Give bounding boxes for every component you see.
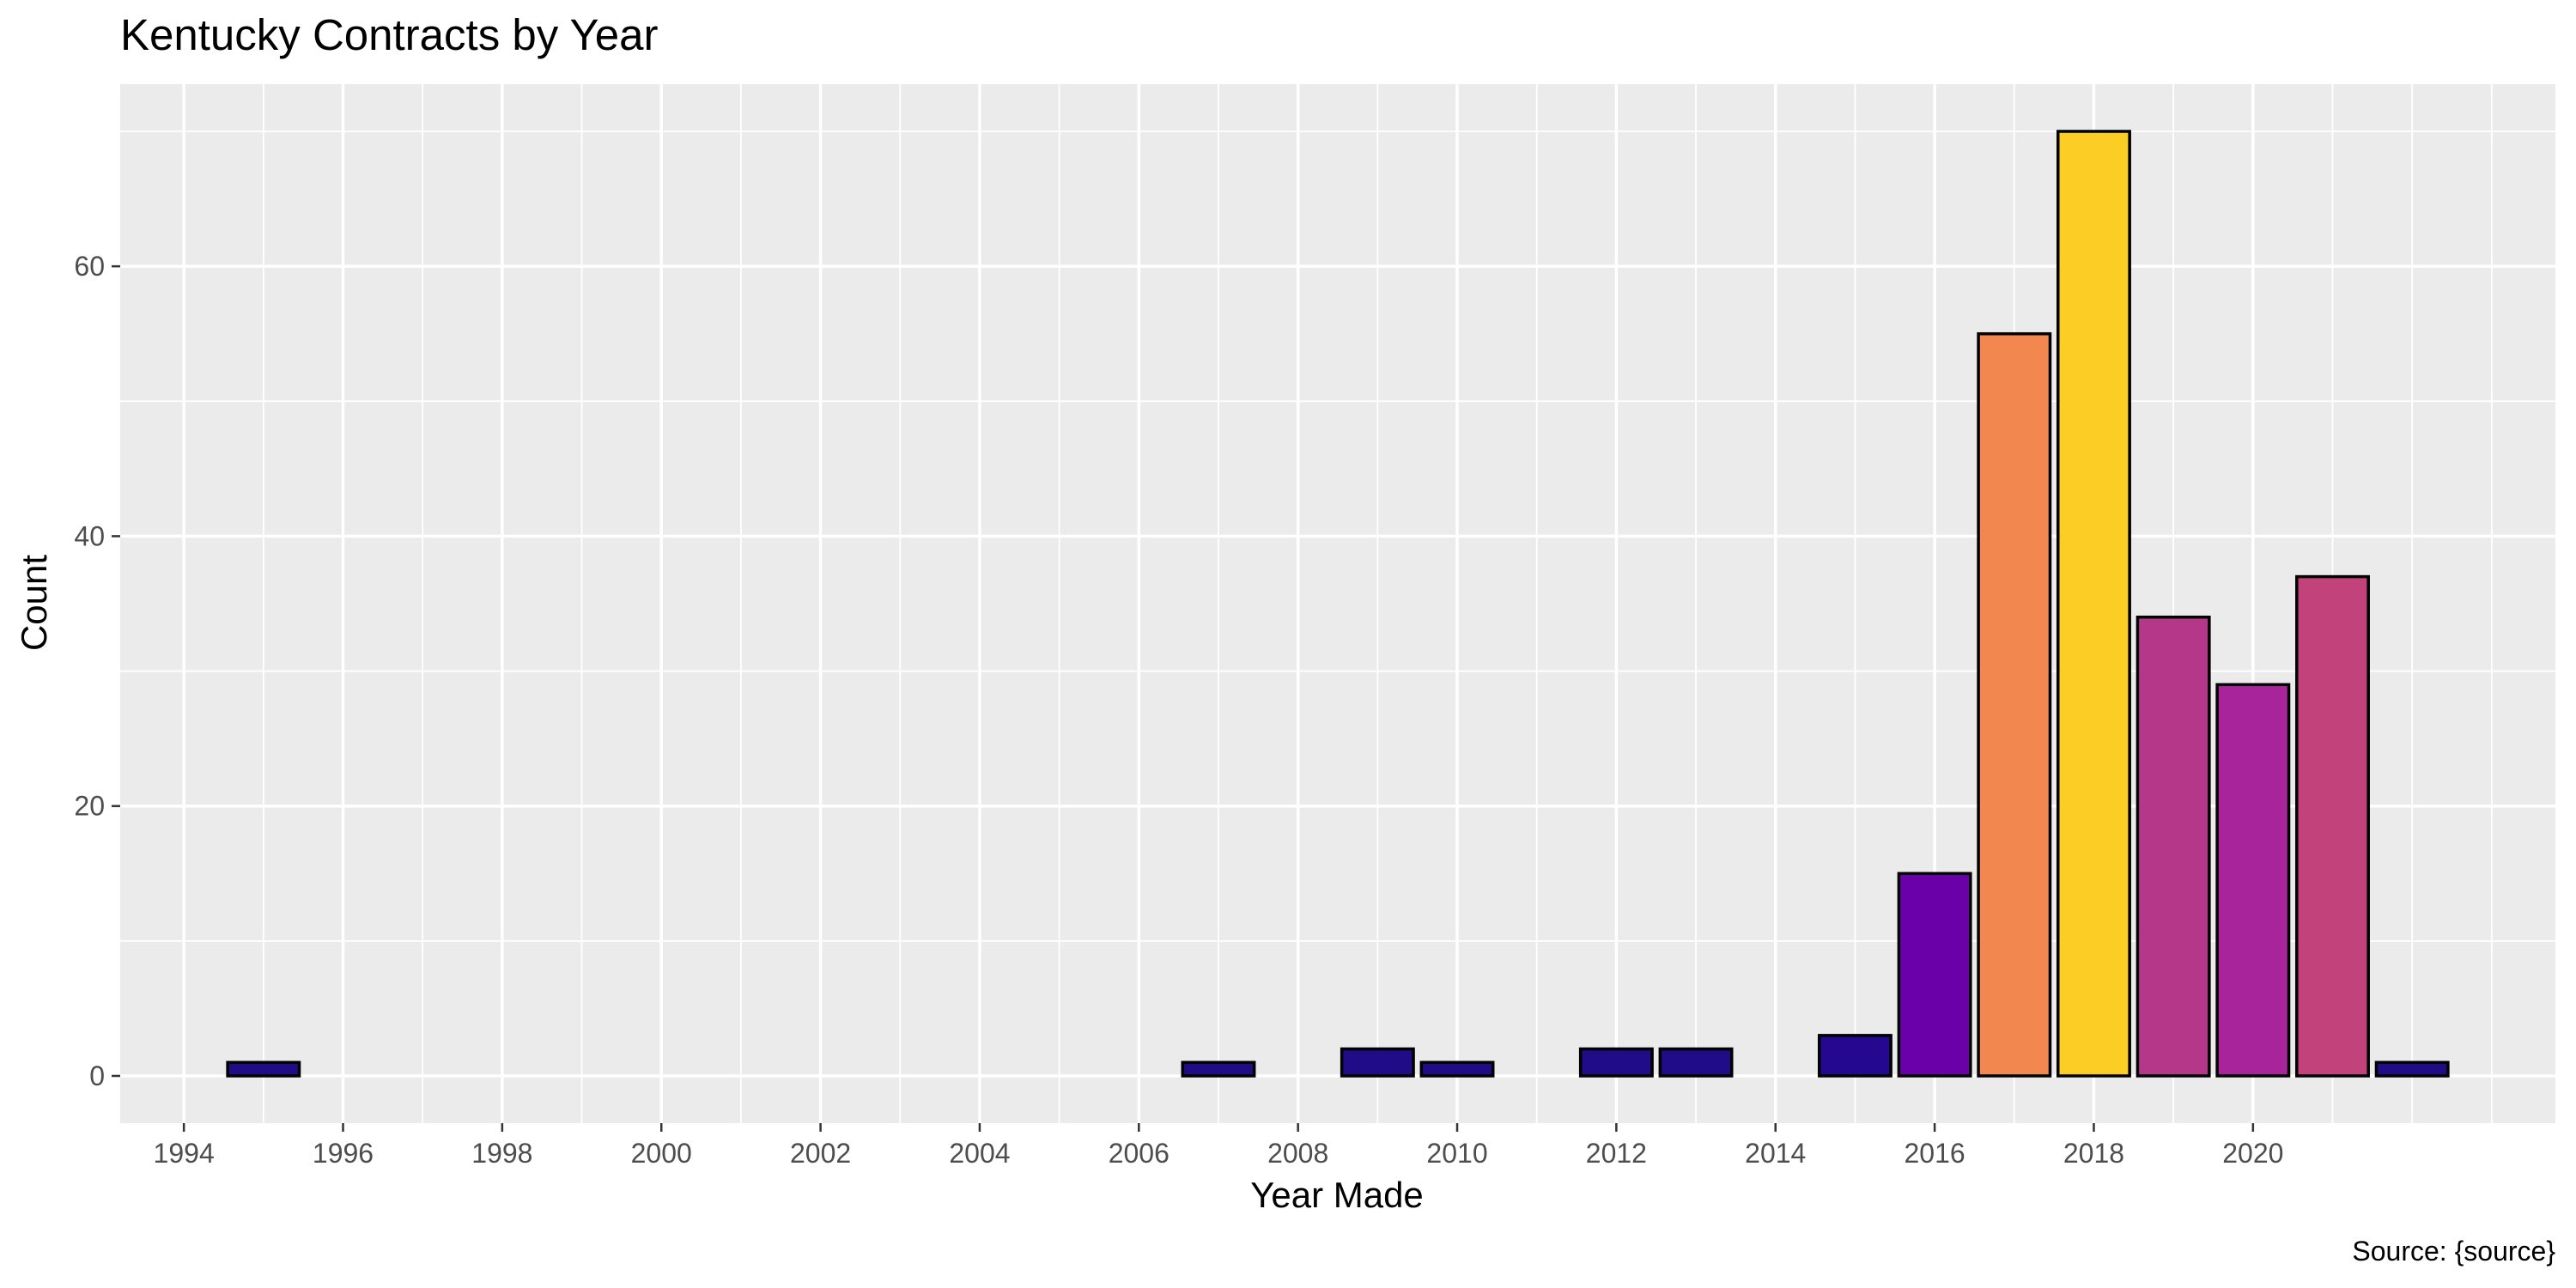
x-tick-label: 2004 xyxy=(949,1138,1010,1169)
x-axis-title: Year Made xyxy=(1250,1175,1424,1215)
bar-2009 xyxy=(1340,1047,1415,1078)
x-tick-label: 2006 xyxy=(1109,1138,1170,1169)
bar-2017 xyxy=(1977,331,2052,1078)
bar-2021 xyxy=(2295,574,2370,1078)
x-tick-label: 2018 xyxy=(2063,1138,2124,1169)
bars xyxy=(226,130,2450,1078)
chart-caption: Source: {source} xyxy=(2352,1236,2555,1267)
y-tick-label: 40 xyxy=(74,520,105,551)
x-tick-label: 2012 xyxy=(1586,1138,1647,1169)
bar-2013 xyxy=(1658,1047,1734,1078)
y-axis: 0 20 40 60 xyxy=(74,251,120,1091)
y-tick-label: 20 xyxy=(74,791,105,822)
x-tick-label: 2020 xyxy=(2222,1138,2283,1169)
x-tick-label: 1994 xyxy=(154,1138,215,1169)
x-tick-label: 2008 xyxy=(1267,1138,1328,1169)
x-tick-label: 2002 xyxy=(790,1138,851,1169)
y-axis-title: Count xyxy=(14,555,54,651)
bar-2012 xyxy=(1578,1047,1654,1078)
y-tick-label: 0 xyxy=(89,1060,105,1091)
bar-2015 xyxy=(1817,1034,1893,1078)
bar-2022 xyxy=(2374,1060,2450,1078)
x-tick-label: 2000 xyxy=(631,1138,692,1169)
x-tick-label: 2016 xyxy=(1905,1138,1965,1169)
bar-1995 xyxy=(226,1060,301,1078)
y-tick-label: 60 xyxy=(74,251,105,282)
bar-2019 xyxy=(2136,615,2211,1078)
x-tick-label: 1998 xyxy=(471,1138,532,1169)
chart-title: Kentucky Contracts by Year xyxy=(120,10,659,59)
bar-2007 xyxy=(1181,1060,1256,1078)
bar-2016 xyxy=(1897,872,1972,1078)
x-tick-label: 2014 xyxy=(1745,1138,1806,1169)
x-axis: 1994 1996 1998 2000 2002 2004 2006 2008 2010 2012… xyxy=(154,1123,2283,1169)
minor-gridlines xyxy=(120,84,2555,1123)
bar-2018 xyxy=(2057,130,2131,1078)
x-tick-label: 2010 xyxy=(1426,1138,1487,1169)
bar-2010 xyxy=(1419,1060,1495,1078)
x-tick-label: 1996 xyxy=(313,1138,374,1169)
bar-2020 xyxy=(2215,683,2291,1078)
